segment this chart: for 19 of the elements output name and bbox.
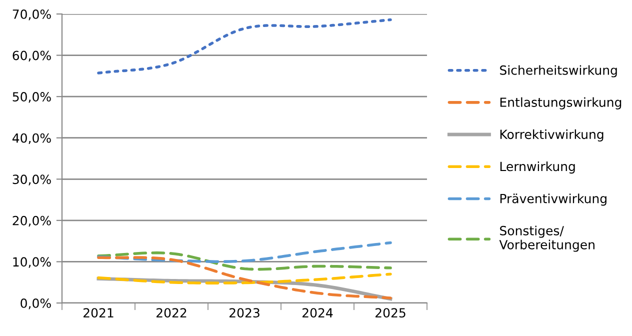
y-tick-label: 20,0% xyxy=(12,216,51,227)
y-tick-label: 60,0% xyxy=(12,50,51,62)
y-tick-label: 70,0% xyxy=(12,9,51,20)
y-tick-label: 0,0% xyxy=(20,298,51,310)
legend-label: Entlastungswirkung xyxy=(500,97,622,110)
legend-label: Sonstiges/ Vorbereitungen xyxy=(499,226,594,252)
x-tick-label: 2021 xyxy=(84,308,114,318)
x-tick-label: 2024 xyxy=(302,308,333,318)
legend-label: Präventivwirkung xyxy=(500,194,606,206)
x-tick-label: 2025 xyxy=(376,308,406,318)
y-tick-label: 30,0% xyxy=(12,174,51,186)
legend-label: Korrektivwirkung xyxy=(500,129,604,142)
x-tick-label: 2022 xyxy=(156,308,186,318)
legend-label: Lernwirkung xyxy=(500,162,575,174)
y-tick-label: 40,0% xyxy=(12,133,51,144)
y-tick-label: 50,0% xyxy=(12,92,51,103)
y-tick-label: 10,0% xyxy=(13,257,51,268)
x-tick-label: 2023 xyxy=(230,308,260,318)
legend-label: Sicherheitswirkung xyxy=(500,65,617,78)
